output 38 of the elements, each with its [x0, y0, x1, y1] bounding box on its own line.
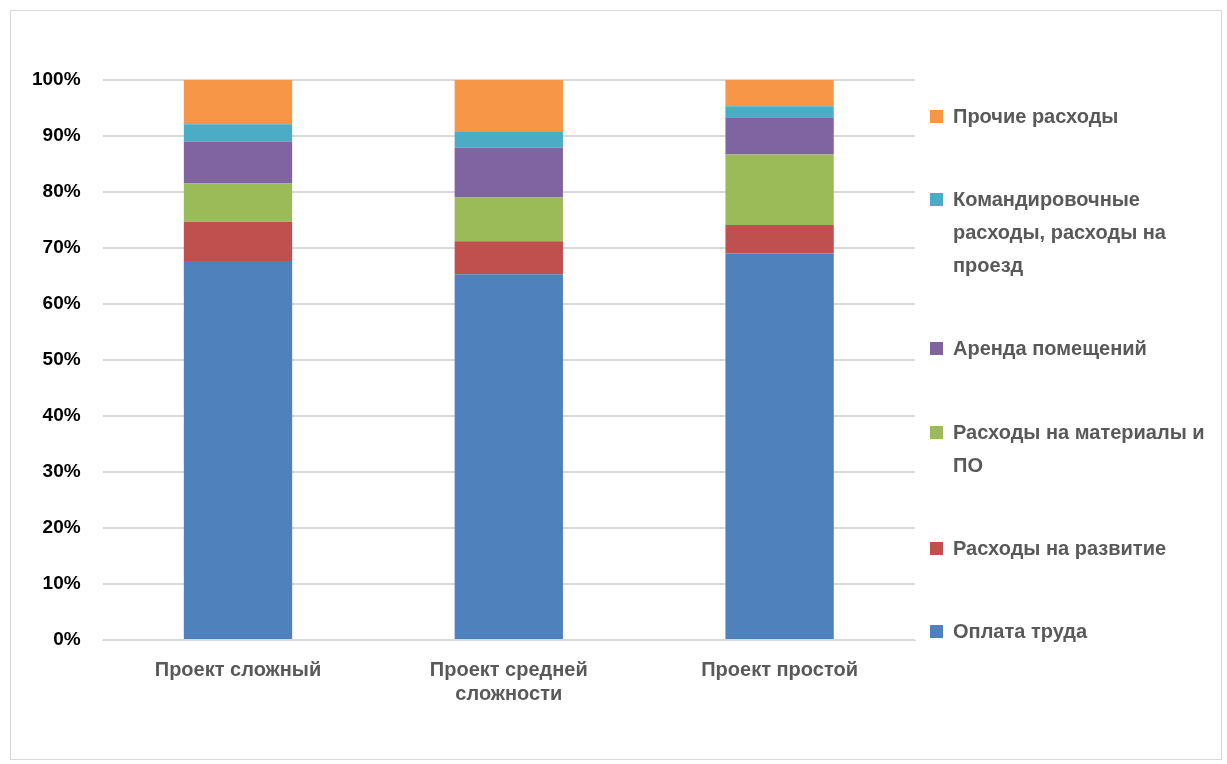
bar — [454, 241, 563, 275]
bar — [454, 147, 563, 198]
y-tick-label: 70% — [42, 236, 81, 258]
legend-label: Расходы на развитие — [953, 535, 1167, 561]
bar — [454, 274, 563, 639]
bar — [183, 80, 293, 125]
x-tick-label: Проект сложный — [154, 657, 322, 680]
y-tick-label: 100% — [31, 68, 81, 90]
y-tick-label: 10% — [42, 572, 81, 594]
legend-label: Командировочные расходы, расходы на проезд — [953, 187, 1167, 279]
bar — [725, 225, 834, 254]
y-tick-label: 30% — [42, 460, 81, 482]
bar — [454, 132, 563, 148]
y-tick-label: 0% — [53, 628, 81, 650]
y-tick-label: 50% — [42, 348, 81, 370]
y-tick-label: 40% — [42, 404, 81, 426]
legend-label: Аренда помещений — [953, 336, 1147, 362]
bar — [183, 141, 293, 184]
bar — [454, 80, 563, 133]
y-tick-label: 60% — [42, 292, 81, 314]
y-tick-label: 20% — [42, 516, 81, 538]
x-tick-label: Проект средней сложности — [429, 657, 588, 704]
bar — [725, 253, 834, 639]
bar — [183, 124, 293, 142]
x-tick-label: Проект простой — [701, 657, 858, 680]
y-tick-label: 80% — [42, 180, 81, 202]
bar — [725, 154, 834, 226]
bar — [454, 197, 563, 242]
bar — [183, 260, 293, 639]
bar — [725, 118, 834, 155]
legend-label: Расходы на материалы и ПО — [953, 419, 1206, 478]
bar — [725, 106, 834, 119]
bar — [725, 80, 834, 107]
bar — [183, 221, 293, 261]
legend-label: Прочие расходы — [953, 104, 1119, 129]
legend-label: Оплата труда — [953, 618, 1088, 644]
y-tick-label: 90% — [42, 124, 81, 146]
bar — [183, 183, 293, 222]
